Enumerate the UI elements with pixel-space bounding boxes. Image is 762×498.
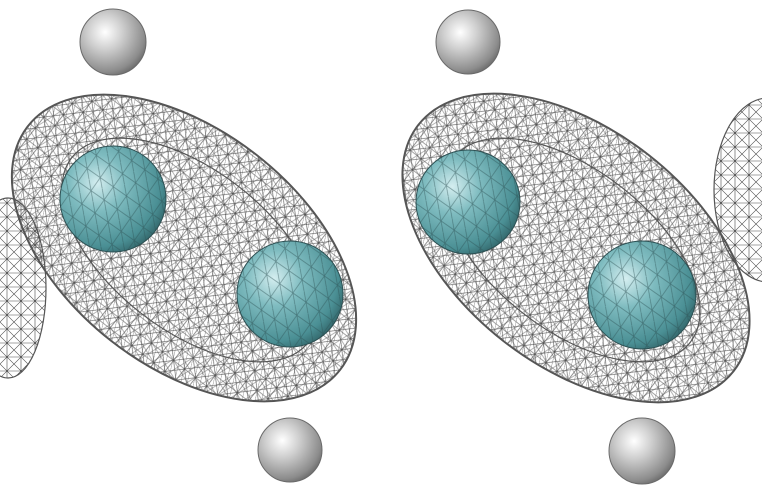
orbital-wireframe-detail bbox=[402, 93, 750, 403]
carbon-atom-1 bbox=[59, 145, 167, 253]
hydrogen-atom-4 bbox=[257, 417, 323, 483]
right-view bbox=[401, 9, 762, 485]
left-view bbox=[0, 8, 358, 483]
orbital-wireframe-detail bbox=[11, 94, 357, 402]
hydrogen-atom-3 bbox=[435, 9, 501, 75]
side-orbital-lobe bbox=[713, 97, 762, 283]
hydrogen-atom-3-body bbox=[435, 9, 501, 75]
carbon-atom-1 bbox=[415, 149, 521, 255]
carbon-atom-1-facets bbox=[60, 146, 166, 252]
hydrogen-atom-3 bbox=[79, 8, 147, 76]
hydrogen-atom-4-body bbox=[257, 417, 323, 483]
hydrogen-atom-3-body bbox=[79, 8, 147, 76]
hydrogen-atom-4-body bbox=[608, 417, 676, 485]
carbon-atom-1-facets bbox=[416, 150, 520, 254]
hydrogen-atom-4 bbox=[608, 417, 676, 485]
carbon-atom-2-facets bbox=[588, 241, 696, 349]
carbon-atom-2 bbox=[587, 240, 697, 350]
carbon-atom-2 bbox=[236, 240, 344, 348]
carbon-atom-2-facets bbox=[237, 241, 343, 347]
